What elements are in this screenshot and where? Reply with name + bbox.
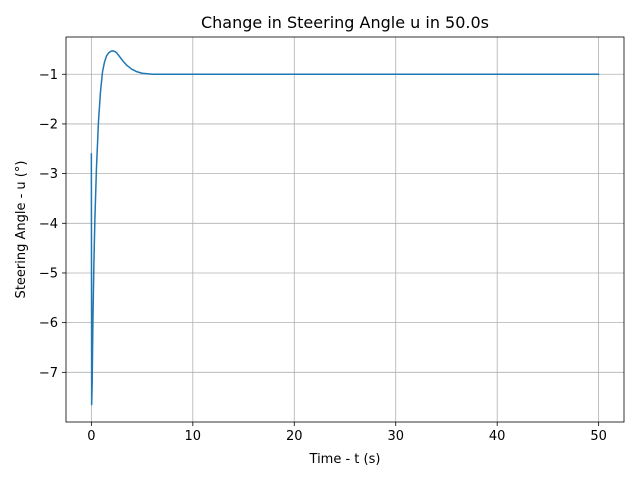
x-tick-label: 50 <box>590 429 607 444</box>
plot-frame <box>65 36 625 423</box>
y-tick-label: −4 <box>39 217 58 232</box>
y-tick-label: −1 <box>39 68 58 83</box>
grid-layer <box>66 37 624 422</box>
y-tick-label: −5 <box>39 266 58 281</box>
ticks-layer: 0 10 20 30 40 50 −7 −6 −5 −4 −3 −2 −1 <box>39 68 607 444</box>
y-tick-label: −7 <box>39 366 58 381</box>
y-tick-label: −2 <box>39 117 58 132</box>
x-tick-label: 40 <box>489 429 506 444</box>
y-tick-label: −6 <box>39 316 58 331</box>
series-layer <box>90 50 600 406</box>
series-line <box>90 50 600 406</box>
x-tick-label: 10 <box>185 429 202 444</box>
x-tick-label: 20 <box>286 429 303 444</box>
x-tick-label: 30 <box>387 429 404 444</box>
x-axis-label: Time - t (s) <box>309 452 381 467</box>
chart-title: Change in Steering Angle u in 50.0s <box>201 13 489 32</box>
y-axis-label: Steering Angle - u (°) <box>14 161 29 299</box>
x-tick-label: 0 <box>87 429 95 444</box>
y-tick-label: −3 <box>39 167 58 182</box>
